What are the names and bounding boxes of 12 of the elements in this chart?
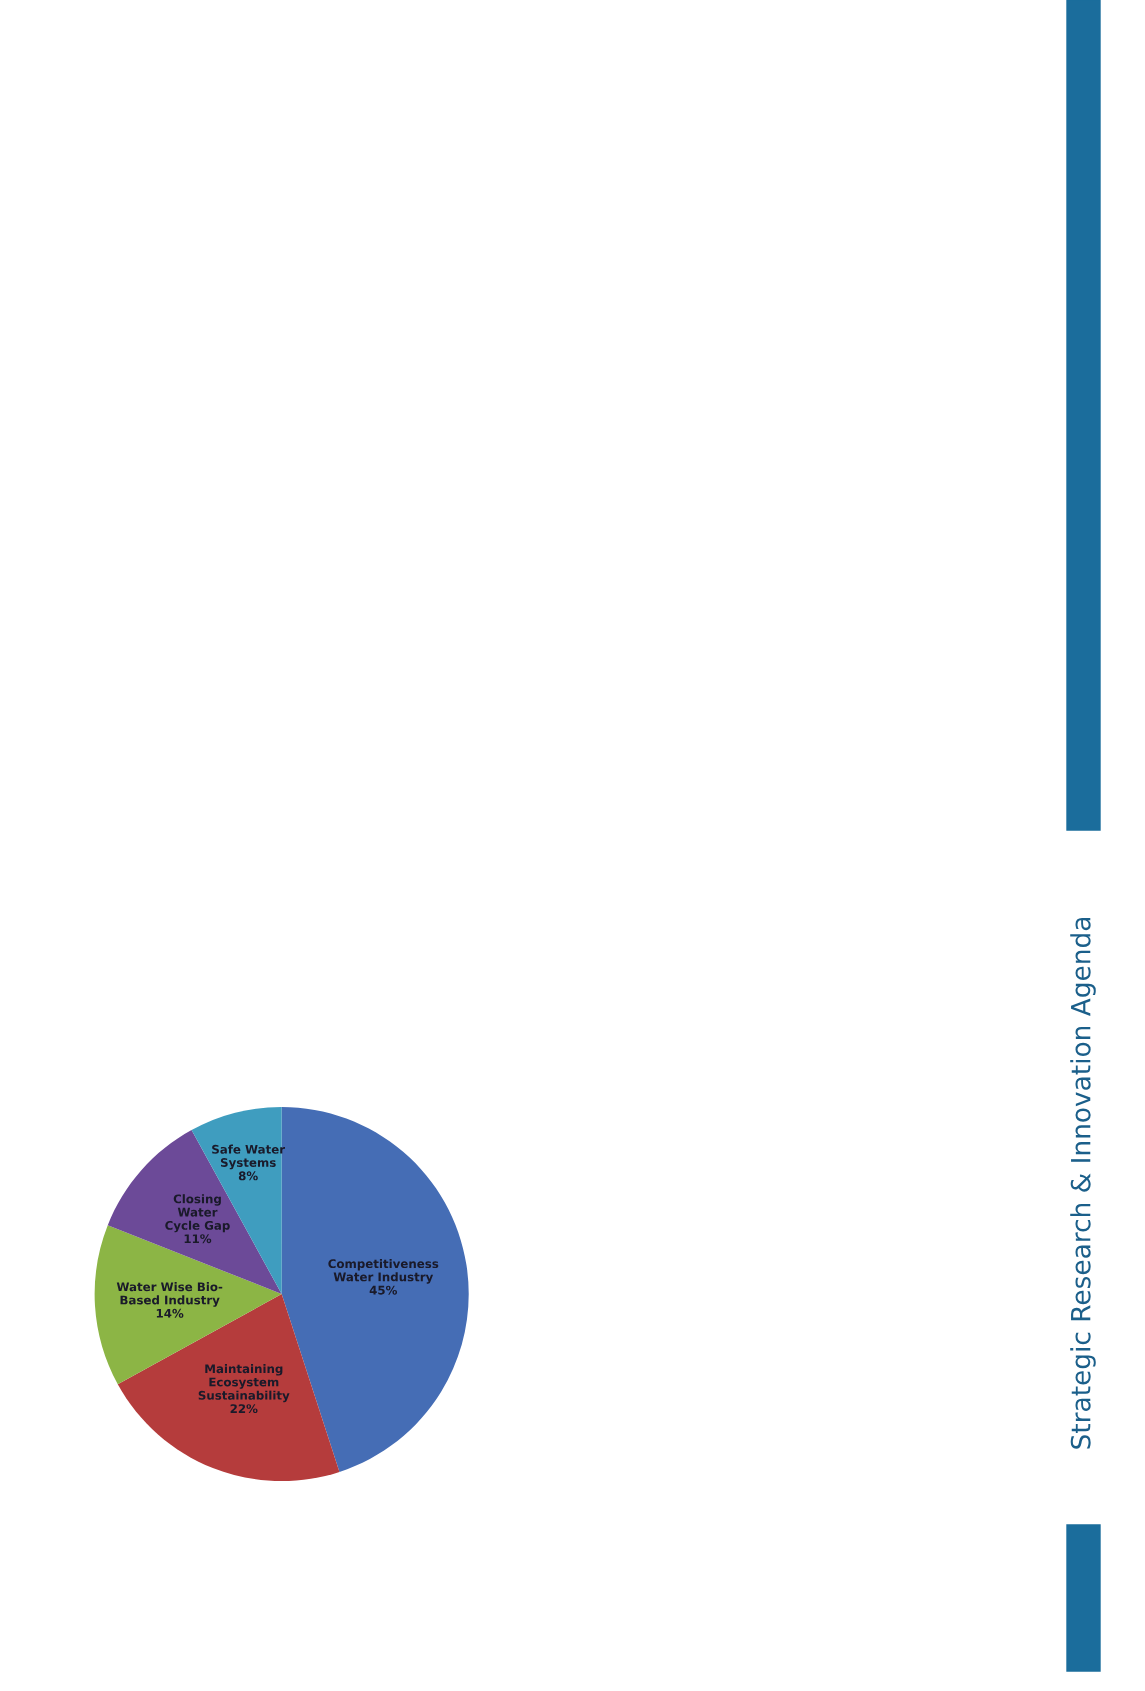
pie-slice — [117, 1294, 340, 1482]
data-label: 14% — [156, 1308, 184, 1318]
slice-label: Competitiveness Water Industry — [328, 1258, 439, 1284]
text: Strategic Research & Innovation Agenda — [1070, 917, 1096, 1449]
data-label: 8% — [238, 1171, 258, 1181]
data-label: 45% — [369, 1285, 398, 1295]
slice-label: Water Wise Bio- Based Industry — [116, 1282, 223, 1307]
slice-label: Safe Water Systems — [212, 1144, 286, 1170]
data-label: 11% — [184, 1234, 212, 1244]
data-label: 22% — [230, 1404, 258, 1414]
slice-label: Maintaining Ecosystem Sustainability — [198, 1364, 290, 1403]
slice-label: Closing Water Cycle Gap — [165, 1194, 230, 1233]
